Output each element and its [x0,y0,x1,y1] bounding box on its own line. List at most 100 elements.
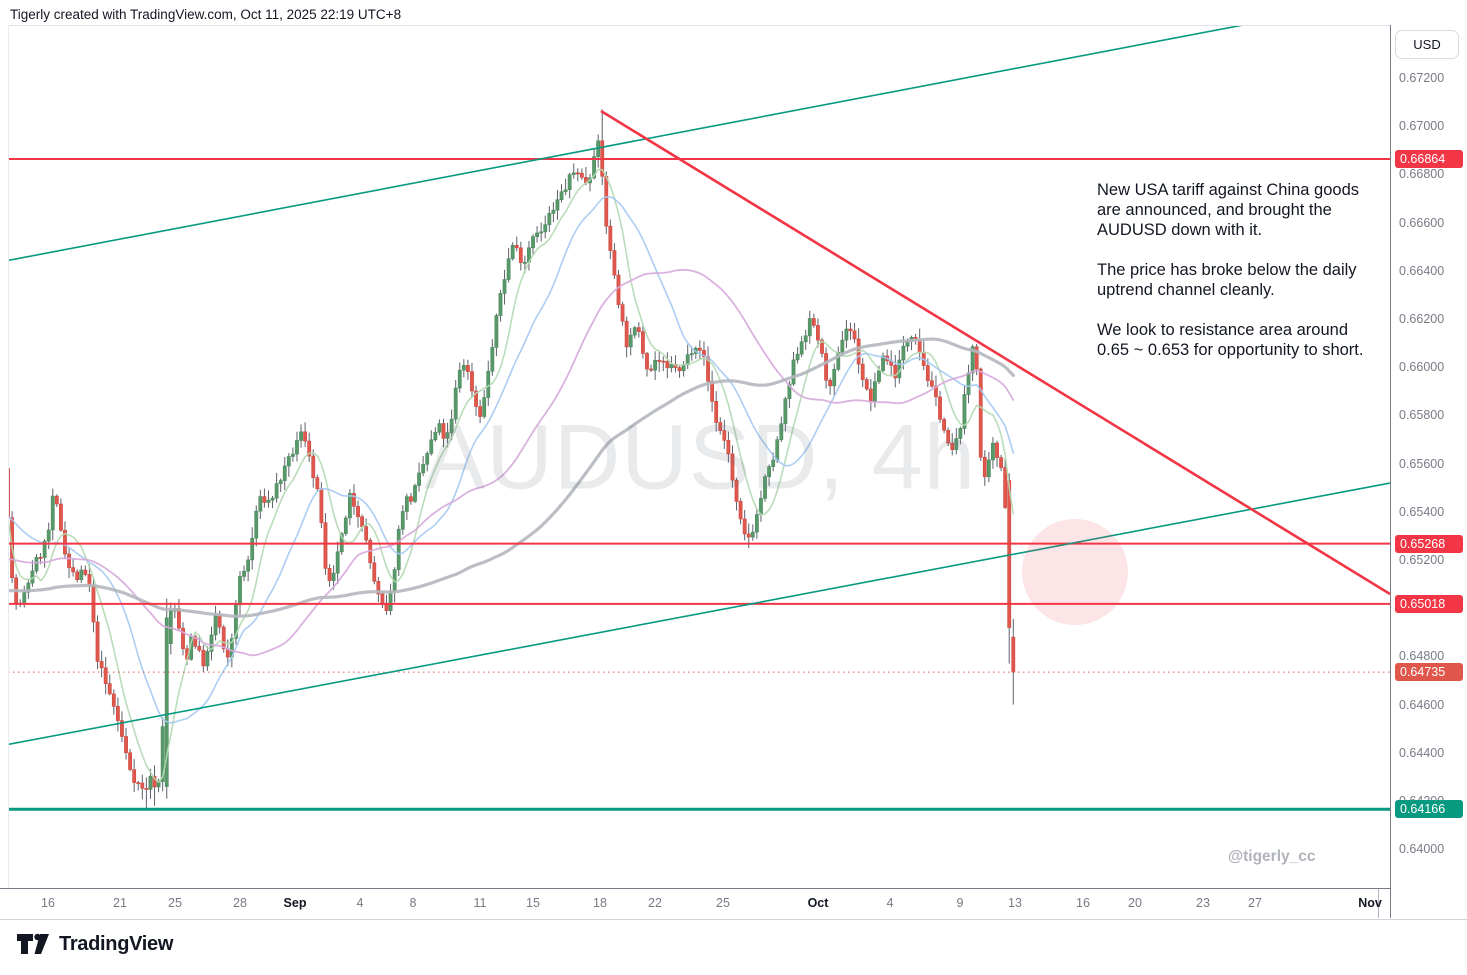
candle-up [783,398,788,425]
candle-up [901,345,906,361]
candle-up [653,359,658,371]
candle-down [982,456,987,478]
candle-up [482,397,487,417]
candle-down [938,396,942,420]
candle-down [1007,480,1012,628]
candle-down [197,646,202,651]
candle-up [555,199,560,211]
candle-down [372,562,377,582]
candle-down [746,533,751,538]
candle-down [604,175,609,227]
price-tick-label: 0.64800 [1399,649,1445,664]
candle-down [303,431,308,442]
candle-up [962,394,967,429]
candle-up [543,224,548,233]
candle-down [71,567,76,573]
analysis-note[interactable]: New USA tariff against China goods are a… [1097,180,1382,380]
chart-plot-area[interactable]: AUDUSD, 4h New USA tariff against China … [0,0,1390,888]
candle-up [331,572,336,581]
candle-up [510,245,515,260]
ma-fast-green[interactable] [8,168,1015,783]
candle-down [201,649,206,667]
candle-down [384,604,389,611]
candle-down [115,706,120,721]
tradingview-logo-icon [17,933,49,954]
candle-down [99,661,104,669]
price-tick-label: 0.66400 [1399,263,1445,278]
candle-up [954,438,959,450]
candle-up [250,537,255,561]
candle-down [868,388,873,403]
candle-up [160,726,165,782]
candle-down [356,506,360,518]
ma-purple[interactable] [8,269,1015,657]
candle-up [877,370,881,382]
price-axis[interactable]: USD 0.67200 0.67000 0.66800 0.66600 0.66400 0… [1390,25,1467,918]
candle-up [494,315,499,348]
chart-canvas[interactable] [0,0,1390,888]
plot-top-border [8,25,1390,26]
candle-down [441,423,446,439]
candle-up [34,557,39,572]
candle-down [221,626,226,650]
candle-up [881,355,885,371]
time-tick-month-label: Nov [1358,896,1382,910]
candle-up [506,258,511,280]
candle-down [995,442,999,458]
analysis-note-paragraph: The price has broke below the daily uptr… [1097,261,1357,299]
candle-up [282,465,287,481]
candle-down [820,339,824,354]
candle-down [702,350,706,358]
candle-up [246,559,251,572]
candle-up [535,232,540,237]
time-tick-label: 16 [1076,896,1090,910]
time-tick-label: 21 [113,896,127,910]
candle-down [575,172,580,175]
candle-down [946,429,951,444]
time-tick-label: 20 [1128,896,1142,910]
price-tick-label: 0.65200 [1399,553,1445,567]
candle-down [1003,467,1008,508]
time-tick-label: 16 [41,896,55,910]
channel-lower[interactable] [0,482,1390,746]
candle-down [409,496,413,502]
candle-up [689,353,694,356]
candle-up [991,442,995,461]
candle-down [742,518,747,535]
candle-down [645,353,649,370]
ma-blue[interactable] [8,196,1015,724]
ma-gray[interactable] [8,337,1015,618]
time-axis[interactable]: 16 21 25 28 Sep 4 8 11 15 18 22 25 Oct 4 9 13 16 20 23 27 No… [0,888,1467,920]
candle-up [754,514,759,533]
time-tick-label: 13 [1008,896,1022,910]
candle-down [738,501,743,520]
time-tick-label: 4 [886,896,894,910]
candle-up [421,463,426,474]
candle-up [270,497,275,501]
channel-upper[interactable] [0,0,1390,262]
candle-up [258,496,263,512]
breakdown-trendline[interactable] [600,109,1390,596]
price-level-badge: 0.64735 [1395,663,1463,682]
candle-down [864,379,869,390]
candle-up [873,381,877,403]
candle-up [205,651,210,667]
currency-toggle-button[interactable]: USD [1395,30,1459,59]
candle-down [38,557,43,559]
candle-down [636,327,641,332]
highlight-circle[interactable] [1022,519,1128,625]
candle-up [457,369,462,389]
candle-up [164,617,169,787]
candle-up [567,174,572,191]
candle-up [750,531,755,538]
candle-down [107,683,112,695]
price-level-badge: 0.66864 [1395,149,1463,168]
candle-up [425,453,430,465]
candle-down [974,346,979,370]
time-tick-label: 27 [1248,896,1262,910]
tradingview-logo[interactable]: TradingView [16,931,173,957]
candle-down [193,636,198,647]
candle-up [958,428,963,439]
candle-up [453,387,458,420]
